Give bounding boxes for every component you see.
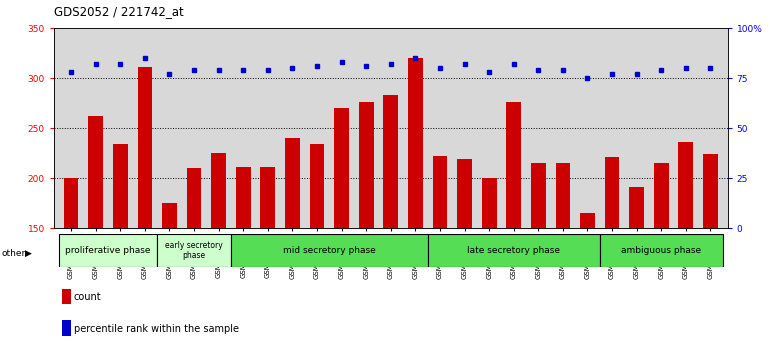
Text: count: count: [74, 292, 102, 302]
Bar: [260, 167, 275, 228]
Bar: [600, 234, 723, 267]
Bar: [457, 159, 472, 228]
Bar: [113, 144, 128, 228]
Bar: [433, 156, 447, 228]
Bar: [580, 213, 595, 228]
Bar: [604, 157, 619, 228]
Bar: [629, 187, 644, 228]
Text: ▶: ▶: [25, 249, 32, 258]
Bar: [186, 169, 202, 228]
Bar: [157, 234, 231, 267]
Bar: [231, 234, 427, 267]
Bar: [64, 178, 79, 228]
Bar: [162, 203, 177, 228]
Bar: [703, 154, 718, 228]
Bar: [59, 234, 157, 267]
Bar: [555, 163, 571, 228]
Bar: [678, 142, 693, 228]
Bar: [285, 138, 300, 228]
Bar: [334, 108, 349, 228]
Bar: [138, 67, 152, 228]
Text: ambiguous phase: ambiguous phase: [621, 246, 701, 255]
Text: proliferative phase: proliferative phase: [65, 246, 151, 255]
Bar: [383, 95, 398, 228]
Bar: [211, 153, 226, 228]
Text: GDS2052 / 221742_at: GDS2052 / 221742_at: [54, 5, 184, 18]
Bar: [359, 102, 373, 228]
Bar: [654, 163, 668, 228]
Bar: [310, 144, 324, 228]
Bar: [507, 102, 521, 228]
Text: mid secretory phase: mid secretory phase: [283, 246, 376, 255]
Text: early secretory
phase: early secretory phase: [166, 241, 223, 260]
Bar: [408, 58, 423, 228]
Text: percentile rank within the sample: percentile rank within the sample: [74, 324, 239, 333]
Bar: [482, 178, 497, 228]
Text: late secretory phase: late secretory phase: [467, 246, 561, 255]
Bar: [89, 116, 103, 228]
Bar: [236, 167, 250, 228]
Bar: [531, 163, 546, 228]
Bar: [427, 234, 600, 267]
Text: other: other: [2, 249, 25, 258]
